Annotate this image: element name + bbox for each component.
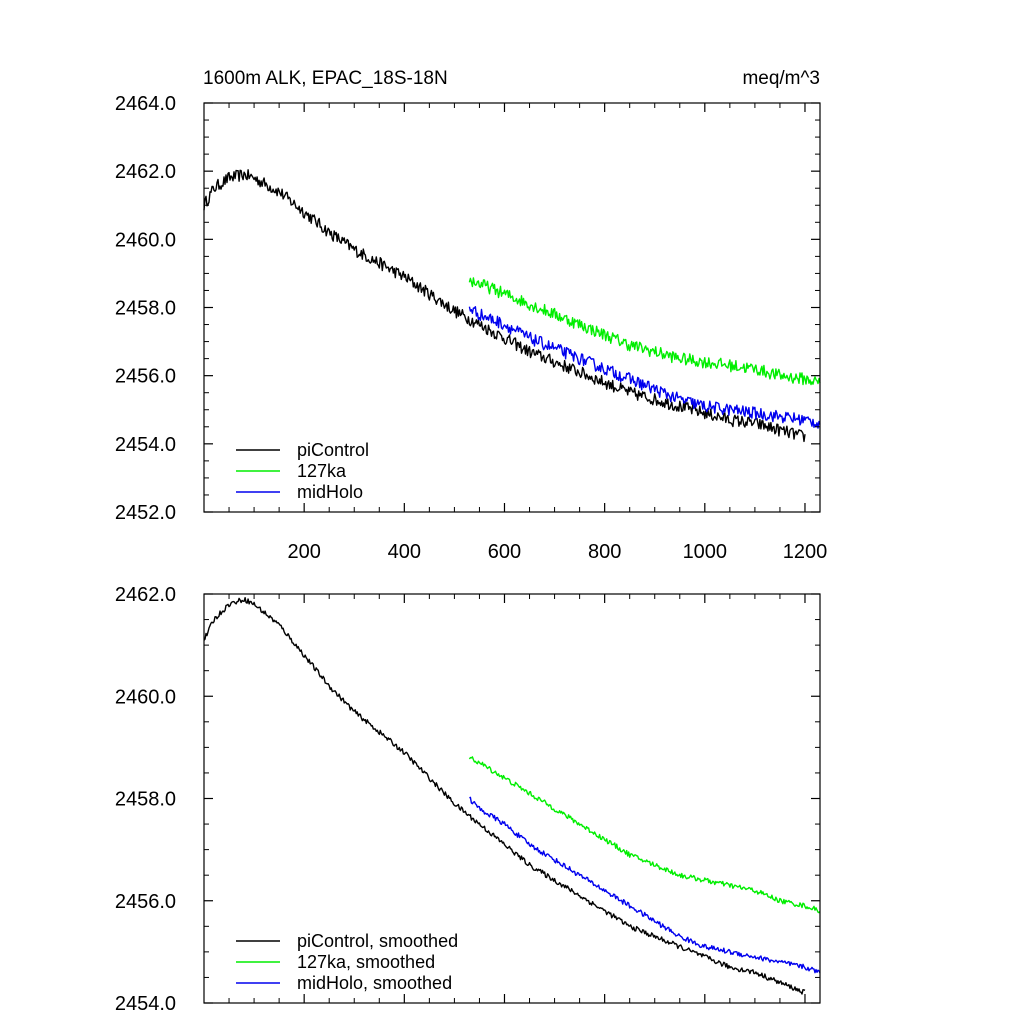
top-legend-label: midHolo <box>297 482 363 502</box>
top-series-line-midholo <box>468 306 821 429</box>
top-y-tick-label: 2460.0 <box>115 229 176 251</box>
top-y-tick-label: 2456.0 <box>115 366 176 388</box>
top-legend-label: 127ka <box>297 461 347 481</box>
top-x-tick-label: 600 <box>488 541 521 563</box>
top-series-line-picontrol <box>203 169 806 443</box>
top-x-tick-label: 1000 <box>683 541 728 563</box>
top-legend-label: piControl <box>297 440 369 460</box>
top-x-tick-label: 1200 <box>783 541 828 563</box>
top-axis-ticks: 2452.0 2454.0 2456.0 2458.0 2460.0 2462.0 2464… <box>115 93 827 563</box>
top-x-tick-label: 800 <box>588 541 621 563</box>
bottom-y-tick-label: 2460.0 <box>115 686 176 708</box>
bottom-series-line-midholo-smoothed <box>469 796 821 974</box>
bottom-series-group <box>203 597 821 995</box>
top-series-line-127ka <box>468 277 821 386</box>
top-y-tick-label: 2458.0 <box>115 298 176 320</box>
top-x-tick-label: 200 <box>287 541 320 563</box>
top-chart-units: meq/m^3 <box>742 68 820 89</box>
bottom-y-tick-label: 2456.0 <box>115 891 176 913</box>
top-y-tick-label: 2464.0 <box>115 93 176 115</box>
bottom-legend-label: piControl, smoothed <box>297 931 458 951</box>
top-x-tick-label: 400 <box>388 541 421 563</box>
bottom-legend-label: 127ka, smoothed <box>297 952 435 972</box>
bottom-axis-ticks: 2454.0 2456.0 2458.0 2460.0 2462.0 <box>115 584 820 1015</box>
bottom-y-tick-label: 2462.0 <box>115 584 176 606</box>
bottom-y-tick-label: 2458.0 <box>115 789 176 811</box>
top-y-tick-label: 2462.0 <box>115 161 176 183</box>
bottom-legend-label: midHolo, smoothed <box>297 973 452 993</box>
top-series-group <box>203 169 821 443</box>
bottom-series-line-picontrol-smoothed <box>203 597 806 995</box>
bottom-panel: 2454.0 2456.0 2458.0 2460.0 2462.0 piControl… <box>115 584 821 1015</box>
bottom-series-line-127ka-smoothed <box>468 756 821 914</box>
top-chart-title: 1600m ALK, EPAC_18S-18N <box>203 68 448 89</box>
bottom-y-tick-label: 2454.0 <box>115 993 176 1015</box>
top-y-tick-label: 2452.0 <box>115 502 176 524</box>
top-y-tick-label: 2454.0 <box>115 434 176 456</box>
top-panel: 1600m ALK, EPAC_18S-18N meq/m^3 2452.024… <box>115 68 827 563</box>
